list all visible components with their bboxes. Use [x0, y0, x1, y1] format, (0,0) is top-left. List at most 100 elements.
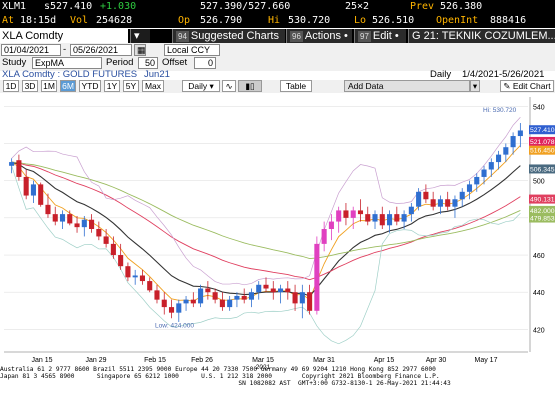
period-tab-ytd[interactable]: YTD	[79, 80, 101, 92]
candle-body	[459, 191, 465, 200]
period-tab-6m[interactable]: 6M	[60, 80, 76, 92]
security-input[interactable]: XLA Comdty	[0, 29, 128, 43]
last-price: s527.410	[44, 1, 93, 12]
x-tick-label: Jan 29	[85, 357, 106, 364]
candle-body	[74, 223, 80, 228]
candle-body	[103, 236, 109, 244]
actions-shortcut: 96	[290, 31, 303, 42]
x-tick-label: Jan 15	[31, 357, 52, 364]
candle-body	[350, 210, 356, 218]
edit-label: Edit •	[372, 30, 399, 42]
candle-body	[496, 154, 502, 163]
candle-body	[379, 214, 385, 226]
candle-body	[248, 292, 255, 300]
offset-label: Offset	[162, 57, 188, 68]
candle-body	[59, 214, 66, 222]
price-tag-label: 521.078	[530, 139, 555, 146]
price-tag-box	[529, 145, 555, 155]
period-tab-1y[interactable]: 1Y	[104, 80, 120, 92]
actions-label: Actions •	[304, 30, 348, 42]
quote-header-row-2: At 18:15d Vol 254628 Op 526.790 Hi 530.7…	[0, 14, 555, 28]
candle-body	[474, 176, 480, 185]
price-tag-label: 482.000	[530, 208, 555, 215]
price-tag-box	[529, 125, 555, 135]
price-tag-box	[529, 205, 555, 215]
prev-close: 526.380	[440, 1, 483, 12]
candle-body	[401, 214, 407, 222]
candle-body	[270, 288, 276, 293]
candle-body	[299, 292, 305, 304]
lower-band-line	[11, 165, 521, 345]
candle-body	[517, 130, 523, 137]
x-tick-label: Feb 15	[144, 357, 166, 364]
high-annotation: Hi: 530.720	[483, 107, 517, 114]
open-price: 526.790	[200, 15, 243, 26]
candle-body	[263, 284, 269, 289]
x-tick-label: Mar 15	[252, 357, 274, 364]
x-tick-label: Feb 26	[191, 357, 213, 364]
period-tab-1m[interactable]: 1M	[41, 80, 57, 92]
period-tab-5y[interactable]: 5Y	[123, 80, 139, 92]
price-tag-label: 527.410	[530, 127, 555, 134]
edit-menu[interactable]: 97 Edit •	[354, 29, 406, 43]
x-tick-label: Apr 30	[426, 357, 447, 364]
dropdown-arrow-icon[interactable]: ▾	[130, 29, 150, 43]
period-tab-max[interactable]: Max	[142, 80, 164, 92]
line-type-icon[interactable]: ∿	[222, 80, 236, 92]
currency-select[interactable]: Local CCY	[164, 44, 220, 56]
volume: 254628	[96, 15, 133, 26]
end-date-input[interactable]: 05/26/2021	[70, 44, 132, 56]
period-tab-1d[interactable]: 1D	[3, 80, 19, 92]
offset-input[interactable]: 0	[194, 57, 216, 69]
candle-body	[205, 288, 211, 293]
low-price: 526.510	[372, 15, 415, 26]
add-data-input[interactable]: Add Data	[344, 80, 470, 92]
candle-body	[45, 204, 51, 215]
suggested-charts-shortcut: 94	[176, 31, 189, 42]
y-tick-label: 460	[533, 253, 545, 260]
candle-body	[89, 219, 95, 230]
actions-menu[interactable]: 96 Actions •	[286, 29, 352, 43]
candle-body	[16, 160, 22, 177]
last-time: 18:15d	[20, 15, 57, 26]
candle-body	[481, 169, 487, 177]
low-label: Lo	[354, 15, 367, 26]
period-tab-3d[interactable]: 3D	[22, 80, 38, 92]
candle-body	[176, 303, 182, 313]
y-tick-label: 420	[533, 327, 545, 334]
study-select[interactable]: ExpMA	[32, 57, 102, 69]
plot-background	[0, 93, 555, 370]
candle-type-icon[interactable]: ▮▯	[238, 80, 262, 92]
high-label: Hi	[268, 15, 281, 26]
candle-body	[147, 281, 153, 291]
add-data-arrow-icon[interactable]: ▾	[470, 80, 480, 92]
period-input[interactable]: 50	[138, 57, 158, 69]
candle-body	[110, 243, 116, 256]
candle-body	[336, 210, 342, 222]
suggested-charts-button[interactable]: 94 Suggested Charts	[172, 29, 285, 43]
chart-title: G 21: TEKNIK COZUMLEM...	[408, 29, 555, 43]
contract-month: Jun21	[144, 69, 170, 80]
candle-body	[81, 219, 87, 228]
suggested-charts-label: Suggested Charts	[190, 30, 279, 42]
ema-50-line	[11, 161, 521, 259]
candle-body	[285, 288, 291, 293]
ticker[interactable]: XLM1	[2, 1, 27, 12]
candle-body	[365, 214, 371, 222]
footer-contacts: Australia 61 2 9777 8600 Brazil 5511 239…	[0, 366, 555, 387]
candle-body	[183, 299, 189, 304]
edit-chart-button[interactable]: ✎ Edit Chart	[500, 80, 554, 92]
start-date-input[interactable]: 01/04/2021	[1, 44, 61, 56]
y-tick-label: 540	[533, 104, 545, 111]
year-label: 2021	[256, 364, 271, 370]
price-tag-label: 490.131	[530, 197, 555, 204]
price-tag-box	[529, 194, 555, 204]
calendar-icon[interactable]: ▦	[134, 44, 146, 56]
table-button[interactable]: Table	[280, 80, 312, 92]
footer-line-3: SN 1082082 AST GMT+3:00 G732-8130-1 26-M…	[0, 380, 451, 387]
daily-select[interactable]: Daily ▾	[182, 80, 220, 92]
study-label: Study	[2, 57, 27, 68]
price-tag-box	[529, 136, 555, 146]
date-range-label: 1/4/2021-5/26/2021	[462, 69, 545, 80]
